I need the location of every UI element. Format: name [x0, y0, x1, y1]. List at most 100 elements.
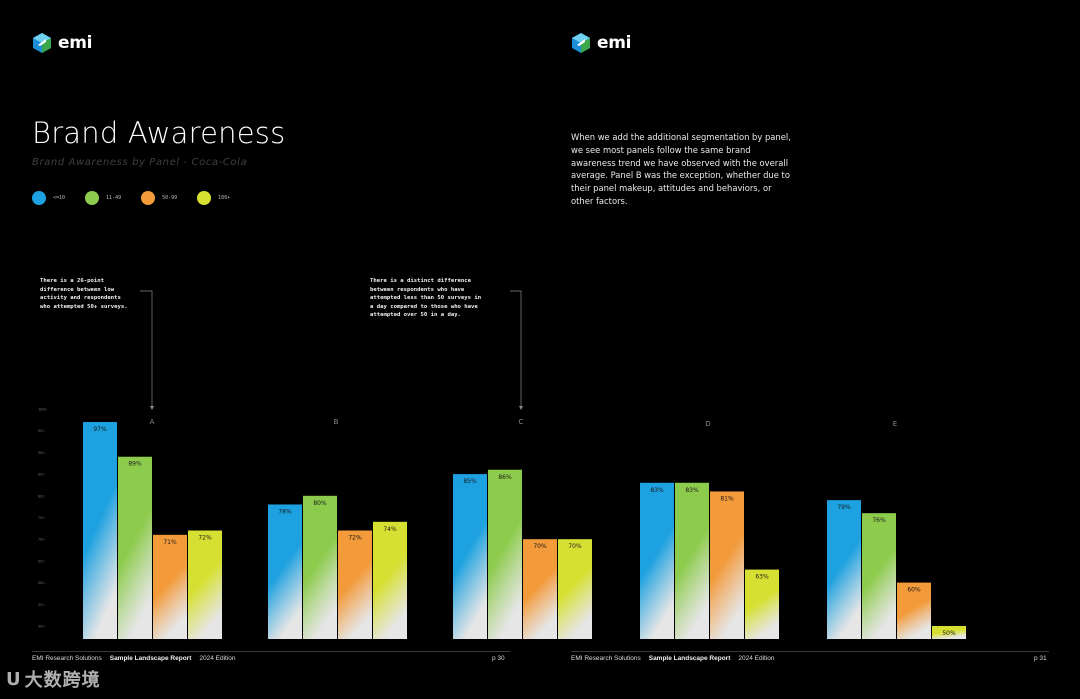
bar-value-label: 85% — [463, 478, 477, 485]
brand-name: emi — [597, 33, 632, 53]
bar-d-series-2 — [675, 482, 709, 639]
footer-edition: 2024 Edition — [199, 655, 236, 662]
page-title: Brand Awareness — [32, 116, 286, 150]
legend-swatch-green — [85, 191, 100, 205]
bar-e-series-2 — [862, 513, 896, 639]
y-tick-label: 50% — [38, 624, 45, 628]
category-label: C — [519, 418, 524, 426]
bar-a-series-1 — [83, 422, 117, 639]
bar-c-series-1 — [453, 474, 487, 639]
connector-line-a — [140, 290, 153, 409]
brand-logo-right: emi — [571, 32, 631, 54]
bar-b-series-2 — [303, 495, 337, 639]
note-line: who attempted 50+ surveys. — [40, 303, 128, 310]
bar-value-label: 50% — [942, 630, 956, 637]
bar-group-b: B 78% 80% 72% 74% — [268, 418, 407, 639]
y-tick-label: 55% — [38, 603, 45, 607]
bar-a-series-3 — [153, 534, 187, 639]
bar-value-label: 80% — [313, 500, 327, 507]
bar-value-label: 83% — [685, 487, 699, 494]
note-line: There is a 26-point — [40, 278, 104, 284]
panel-intro-text: When we add the additional segmentation … — [571, 132, 791, 206]
emi-hexagon-logo-icon — [572, 33, 590, 53]
connector-arrow-a — [150, 406, 154, 410]
y-tick-label: 100% — [38, 408, 47, 412]
bar-e-series-1 — [827, 500, 861, 639]
bar-group-d: D 83% 83% 81% 63% — [640, 420, 779, 639]
legend-item-50-99: 50-99 — [141, 191, 177, 205]
y-axis: 100% 95% 90% 85% 80% 75% 70% 65% 60% 55% 50% — [38, 408, 47, 629]
footer-rule-right — [571, 651, 1049, 652]
category-label: E — [893, 420, 897, 428]
footer-report: Sample Landscape Report — [648, 655, 731, 662]
footer-right: EMI Research Solutions Sample Landscape … — [571, 655, 775, 662]
annotation-connectors — [140, 290, 523, 410]
bar-value-label: 78% — [278, 508, 292, 515]
category-label: D — [705, 420, 710, 428]
bar-b-series-1 — [268, 504, 302, 639]
note-line: difference between low — [40, 286, 115, 293]
legend-swatch-orange — [141, 191, 156, 205]
bar-group-c: C 85% 86% 70% 70% — [453, 418, 592, 639]
connector-line-c — [510, 290, 522, 409]
legend-label: <=10 — [53, 195, 66, 201]
note-line: between respondents who have — [370, 286, 465, 293]
category-label: A — [150, 418, 155, 426]
emi-hexagon-logo-icon — [33, 33, 51, 53]
footer-company: EMI Research Solutions — [571, 655, 641, 662]
bar-value-label: 79% — [837, 504, 851, 511]
note-line: attempted less than 50 surveys in — [370, 295, 482, 302]
note-line: There is a distinct difference — [370, 278, 472, 284]
watermark-text: 大数跨境 — [24, 670, 101, 691]
watermark: ᑌ 大数跨境 — [6, 666, 101, 692]
bar-value-label: 86% — [498, 474, 512, 481]
note-line: activity and respondents — [40, 295, 121, 302]
chart-legend: <=10 11-49 50-99 100+ — [32, 191, 230, 205]
bar-value-label: 89% — [128, 461, 142, 468]
bar-d-series-4 — [745, 569, 779, 639]
y-tick-label: 85% — [38, 473, 45, 477]
footer-edition: 2024 Edition — [738, 655, 775, 662]
annotation-note-c: There is a distinct difference between r… — [370, 277, 520, 320]
bar-a-series-2 — [118, 456, 152, 639]
brand-logo-left: emi — [32, 32, 92, 54]
bar-value-label: 72% — [198, 535, 212, 542]
bar-group-a: A 97% 89% 71% 72% — [83, 418, 222, 639]
page-number-left: p 30 — [492, 655, 505, 662]
bar-a-series-4 — [188, 530, 222, 639]
watermark-logo-icon: ᑌ — [6, 668, 21, 690]
bar-group-e: E 79% 76% 60% 50% — [827, 420, 966, 639]
legend-label: 100+ — [218, 195, 231, 201]
y-tick-label: 95% — [38, 429, 45, 433]
footer-left: EMI Research Solutions Sample Landscape … — [32, 655, 236, 662]
bar-b-series-4 — [373, 521, 407, 639]
y-tick-label: 60% — [38, 581, 45, 585]
legend-swatch-blue — [32, 191, 46, 205]
y-tick-label: 65% — [38, 559, 45, 563]
legend-swatch-yellow — [197, 191, 212, 205]
legend-label: 50-99 — [162, 195, 178, 201]
category-label: B — [334, 418, 339, 426]
page-number-right: p 31 — [1034, 655, 1047, 662]
bar-b-series-3 — [338, 530, 372, 639]
legend-item-100plus: 100+ — [197, 191, 230, 205]
bar-value-label: 97% — [93, 426, 107, 433]
bar-c-series-2 — [488, 469, 522, 639]
y-tick-label: 75% — [38, 516, 45, 520]
note-line: a day compared to those who have — [370, 303, 478, 310]
bar-value-label: 71% — [163, 539, 177, 546]
brand-name: emi — [58, 33, 93, 53]
y-tick-label: 90% — [38, 451, 45, 455]
bar-value-label: 81% — [720, 495, 734, 502]
bar-value-label: 76% — [872, 517, 886, 524]
legend-item-11-49: 11-49 — [85, 191, 121, 205]
bar-e-series-3 — [897, 582, 931, 639]
annotation-note-a: There is a 26-point difference between l… — [40, 277, 160, 311]
y-tick-label: 80% — [38, 494, 45, 498]
page-subtitle: Brand Awareness by Panel - Coca-Cola — [32, 157, 248, 168]
bar-value-label: 60% — [907, 587, 921, 594]
bar-value-label: 63% — [755, 574, 769, 581]
bar-groups: A 97% 89% 71% 72% B 78% 80% 72% 74% C 85% 86% 70% 70% D… — [83, 418, 966, 639]
footer-company: EMI Research Solutions — [32, 655, 102, 662]
